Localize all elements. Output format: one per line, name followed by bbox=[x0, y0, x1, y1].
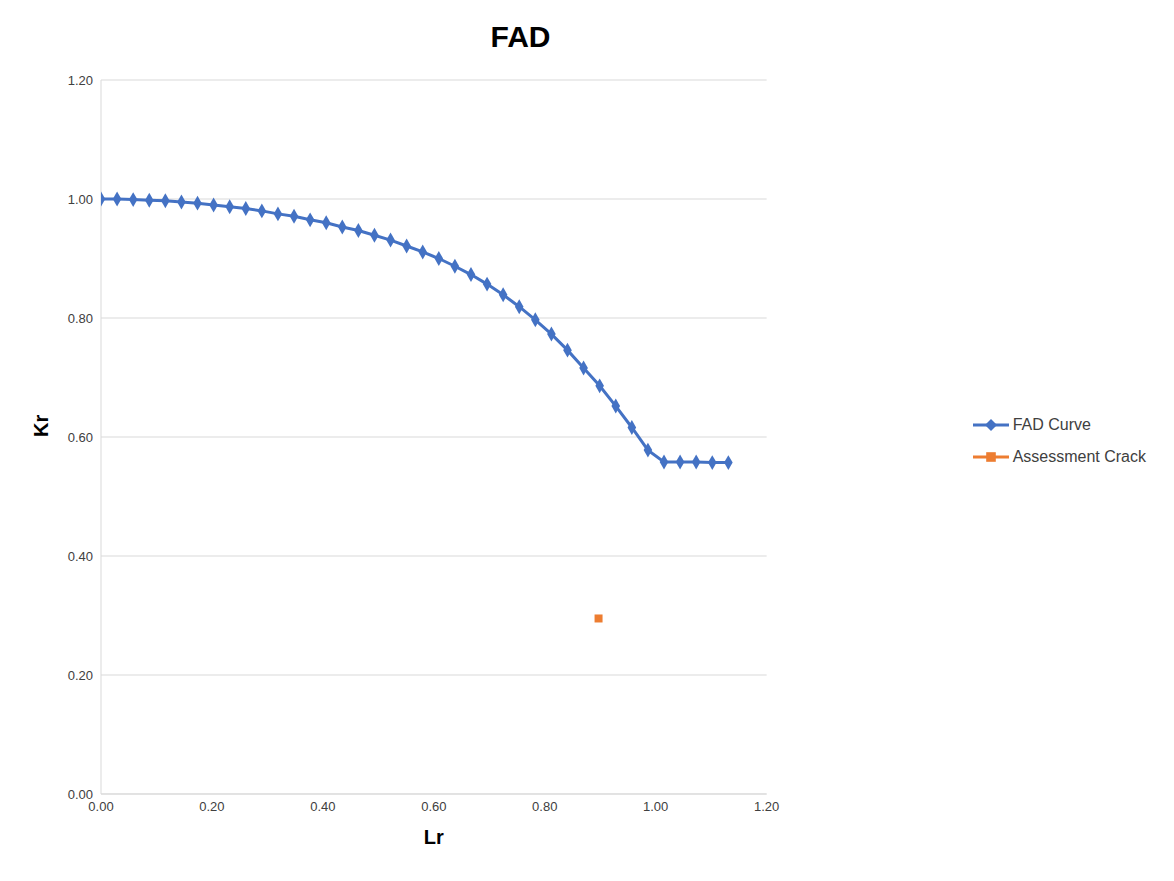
svg-text:0.20: 0.20 bbox=[199, 799, 224, 814]
svg-text:1.00: 1.00 bbox=[643, 799, 668, 814]
html-text:Assessment Crack: Assessment Crack bbox=[1012, 447, 1146, 465]
svg-text:0.00: 0.00 bbox=[68, 787, 93, 802]
svg-text:0.80: 0.80 bbox=[68, 311, 93, 326]
svg-text:1.20: 1.20 bbox=[754, 799, 779, 814]
svg-text:0.00: 0.00 bbox=[88, 799, 114, 815]
html-text:FAD: FAD bbox=[490, 20, 551, 53]
svg-text:Lr: Lr bbox=[424, 826, 444, 848]
svg-text:1.00: 1.00 bbox=[68, 192, 93, 207]
svg-text:Kr: Kr bbox=[30, 415, 52, 437]
svg-text:0.40: 0.40 bbox=[68, 549, 93, 564]
html-text:FAD Curve: FAD Curve bbox=[1012, 415, 1091, 433]
svg-text:0.20: 0.20 bbox=[68, 668, 93, 683]
svg-text:1.20: 1.20 bbox=[68, 73, 93, 88]
svg-text:0.80: 0.80 bbox=[532, 799, 557, 814]
svg-text:0.40: 0.40 bbox=[310, 799, 335, 814]
svg-text:0.60: 0.60 bbox=[421, 799, 446, 814]
svg-text:0.60: 0.60 bbox=[68, 430, 93, 445]
